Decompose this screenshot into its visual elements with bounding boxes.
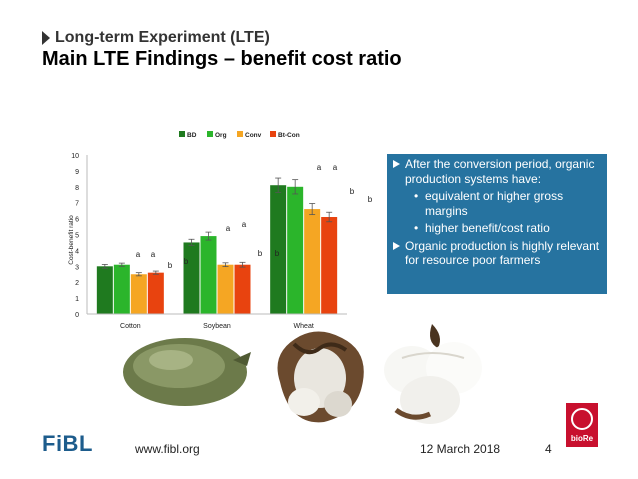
- x-tick-label: Cotton: [120, 323, 141, 330]
- significance-letter: b: [258, 249, 263, 258]
- legend-swatch-conv: [237, 131, 243, 137]
- bar-conv-soybean: [217, 264, 234, 314]
- significance-letter: a: [242, 220, 247, 229]
- significance-letter: a: [317, 163, 322, 172]
- y-tick-label: 9: [75, 169, 79, 176]
- bar-bt-con-cotton: [147, 272, 164, 314]
- legend-label-conv: Conv: [245, 132, 262, 139]
- bar-bt-con-soybean: [234, 264, 251, 314]
- y-tick-label: 7: [75, 201, 79, 208]
- bar-org-wheat: [287, 186, 304, 314]
- fibl-logo: FiBL: [42, 431, 93, 456]
- bar-bd-soybean: [183, 242, 200, 314]
- y-tick-label: 1: [75, 296, 79, 303]
- bar-conv-wheat: [304, 209, 321, 314]
- significance-letter: b: [275, 249, 280, 258]
- x-tick-label: Soybean: [203, 323, 231, 330]
- legend-label-org: Org: [215, 132, 227, 139]
- significance-letter: a: [226, 224, 231, 233]
- legend-label-bt-con: Bt-Con: [278, 132, 300, 139]
- y-tick-label: 6: [75, 217, 79, 224]
- significance-letters: a a b b a a b b a a b b: [136, 163, 373, 270]
- legend-swatch-bt-con: [270, 131, 276, 137]
- legend-swatch-org: [207, 131, 213, 137]
- significance-letter: b: [350, 187, 355, 196]
- finding-sub-1: • equivalent or higher gross margins: [414, 189, 564, 218]
- finding-bullet-1: After the conversion period, organic pro…: [393, 157, 601, 186]
- y-axis-label: Cost-benefit ratio: [68, 215, 75, 265]
- findings-panel: After the conversion period, organic pro…: [387, 154, 607, 294]
- significance-letter: b: [168, 261, 173, 270]
- y-tick-label: 8: [75, 185, 79, 192]
- slide-title: Main LTE Findings – benefit cost ratio: [42, 48, 402, 70]
- bar-bt-con-wheat: [321, 217, 338, 314]
- bullet-arrow-icon: [393, 241, 400, 250]
- page-number: 4: [545, 442, 552, 456]
- cotton-boll-opening-image: [277, 331, 364, 423]
- bar-bd-wheat: [270, 185, 287, 314]
- y-tick-label: 5: [75, 233, 79, 240]
- legend-label-bd: BD: [187, 132, 197, 139]
- significance-letter: a: [136, 250, 141, 259]
- finding-bullet-2: Organic production is highly relevant fo…: [393, 239, 601, 268]
- bar-conv-cotton: [130, 274, 147, 314]
- y-tick-label: 10: [71, 153, 79, 160]
- y-tick-label: 4: [75, 248, 79, 255]
- y-axis: 0 1 2 3 4 5 6 7 8 9 10 Cost-benefit ratio: [68, 153, 88, 319]
- y-tick-label: 0: [75, 312, 79, 319]
- significance-letter: b: [368, 195, 373, 204]
- footer-date: 12 March 2018: [420, 442, 501, 456]
- chart-legend: BD Org Conv Bt-Con: [179, 131, 300, 139]
- cotton-boll-green-image: [123, 338, 251, 406]
- y-tick-label: 3: [75, 264, 79, 271]
- bars: [96, 177, 338, 314]
- x-tick-label: Wheat: [294, 323, 314, 330]
- bar-org-soybean: [200, 236, 217, 314]
- significance-letter: a: [151, 250, 156, 259]
- cotton-boll-open-image: [384, 324, 482, 424]
- biore-logo-text: bioRe: [571, 434, 594, 443]
- legend-swatch-bd: [179, 131, 185, 137]
- significance-letter: b: [184, 257, 189, 266]
- bullet-arrow-icon: [393, 160, 400, 168]
- biore-logo: bioRe: [566, 403, 598, 447]
- section-kicker: Long-term Experiment (LTE): [42, 29, 270, 47]
- footer-url[interactable]: www.fibl.org: [135, 442, 200, 456]
- play-triangle-icon: [42, 31, 50, 45]
- y-tick-label: 2: [75, 280, 79, 287]
- x-axis: Cotton Soybean Wheat: [87, 313, 347, 330]
- bar-bd-cotton: [96, 266, 113, 314]
- kicker-text: Long-term Experiment (LTE): [55, 29, 270, 46]
- bar-org-cotton: [113, 264, 130, 314]
- finding-sub-2: • higher benefit/cost ratio: [414, 221, 550, 235]
- significance-letter: a: [333, 163, 338, 172]
